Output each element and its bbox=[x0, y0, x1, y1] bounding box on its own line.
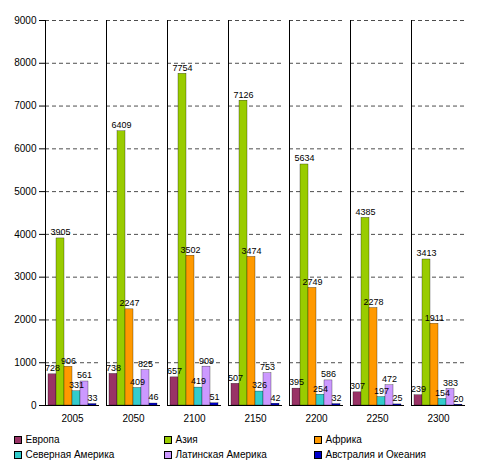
svg-text:7126: 7126 bbox=[233, 90, 253, 100]
svg-text:395: 395 bbox=[289, 377, 304, 387]
svg-text:2278: 2278 bbox=[363, 297, 383, 307]
html-text:Латинская Америка: Латинская Америка bbox=[175, 449, 267, 460]
svg-text:9000: 9000 bbox=[14, 15, 37, 26]
svg-text:3502: 3502 bbox=[180, 245, 200, 255]
svg-text:2005: 2005 bbox=[61, 413, 84, 424]
svg-text:51: 51 bbox=[209, 392, 219, 402]
svg-text:909: 909 bbox=[199, 355, 214, 365]
svg-text:154: 154 bbox=[435, 388, 450, 398]
svg-text:383: 383 bbox=[443, 378, 458, 388]
svg-text:472: 472 bbox=[382, 374, 397, 384]
svg-text:825: 825 bbox=[138, 359, 153, 369]
svg-text:239: 239 bbox=[411, 384, 426, 394]
html-text:Африка: Африка bbox=[325, 434, 362, 445]
svg-text:2100: 2100 bbox=[183, 413, 206, 424]
svg-text:2150: 2150 bbox=[244, 413, 267, 424]
svg-text:3474: 3474 bbox=[241, 246, 261, 256]
svg-text:307: 307 bbox=[350, 381, 365, 391]
svg-text:20: 20 bbox=[453, 394, 463, 404]
svg-text:586: 586 bbox=[321, 369, 336, 379]
svg-text:906: 906 bbox=[61, 356, 76, 366]
svg-text:4000: 4000 bbox=[14, 229, 37, 240]
svg-text:2247: 2247 bbox=[119, 298, 139, 308]
html-text:Азия: Азия bbox=[175, 434, 198, 445]
svg-text:7000: 7000 bbox=[14, 100, 37, 111]
html-text:Северная Америка: Северная Америка bbox=[25, 449, 115, 460]
svg-text:25: 25 bbox=[392, 393, 402, 403]
svg-text:507: 507 bbox=[228, 373, 243, 383]
svg-text:2749: 2749 bbox=[302, 277, 322, 287]
svg-text:3000: 3000 bbox=[14, 271, 37, 282]
svg-text:738: 738 bbox=[106, 363, 121, 373]
html-text:Европа: Европа bbox=[25, 434, 60, 445]
html-text:Австралия и Океания: Австралия и Океания bbox=[325, 449, 426, 460]
svg-text:8000: 8000 bbox=[14, 57, 37, 68]
svg-text:33: 33 bbox=[87, 393, 97, 403]
svg-text:46: 46 bbox=[148, 392, 158, 402]
svg-text:2050: 2050 bbox=[122, 413, 145, 424]
svg-text:42: 42 bbox=[270, 393, 280, 403]
svg-text:0: 0 bbox=[31, 400, 37, 411]
svg-text:2200: 2200 bbox=[305, 413, 328, 424]
svg-text:728: 728 bbox=[45, 363, 60, 373]
svg-text:5634: 5634 bbox=[294, 153, 314, 163]
svg-text:7754: 7754 bbox=[172, 63, 192, 73]
svg-text:4385: 4385 bbox=[355, 207, 375, 217]
svg-text:5000: 5000 bbox=[14, 186, 37, 197]
svg-text:254: 254 bbox=[313, 384, 328, 394]
svg-text:561: 561 bbox=[77, 370, 92, 380]
svg-text:6409: 6409 bbox=[111, 120, 131, 130]
svg-text:1000: 1000 bbox=[14, 357, 37, 368]
svg-text:326: 326 bbox=[252, 380, 267, 390]
svg-text:1911: 1911 bbox=[425, 313, 444, 323]
svg-text:409: 409 bbox=[130, 377, 145, 387]
svg-text:3413: 3413 bbox=[416, 248, 436, 258]
svg-text:753: 753 bbox=[260, 362, 275, 372]
svg-text:3905: 3905 bbox=[50, 227, 70, 237]
svg-text:197: 197 bbox=[374, 386, 389, 396]
svg-text:2250: 2250 bbox=[366, 413, 389, 424]
svg-text:2300: 2300 bbox=[427, 413, 450, 424]
svg-text:32: 32 bbox=[331, 393, 341, 403]
svg-text:6000: 6000 bbox=[14, 143, 37, 154]
svg-text:2000: 2000 bbox=[14, 314, 37, 325]
svg-text:657: 657 bbox=[167, 366, 182, 376]
svg-text:419: 419 bbox=[191, 376, 206, 386]
svg-text:331: 331 bbox=[69, 380, 84, 390]
